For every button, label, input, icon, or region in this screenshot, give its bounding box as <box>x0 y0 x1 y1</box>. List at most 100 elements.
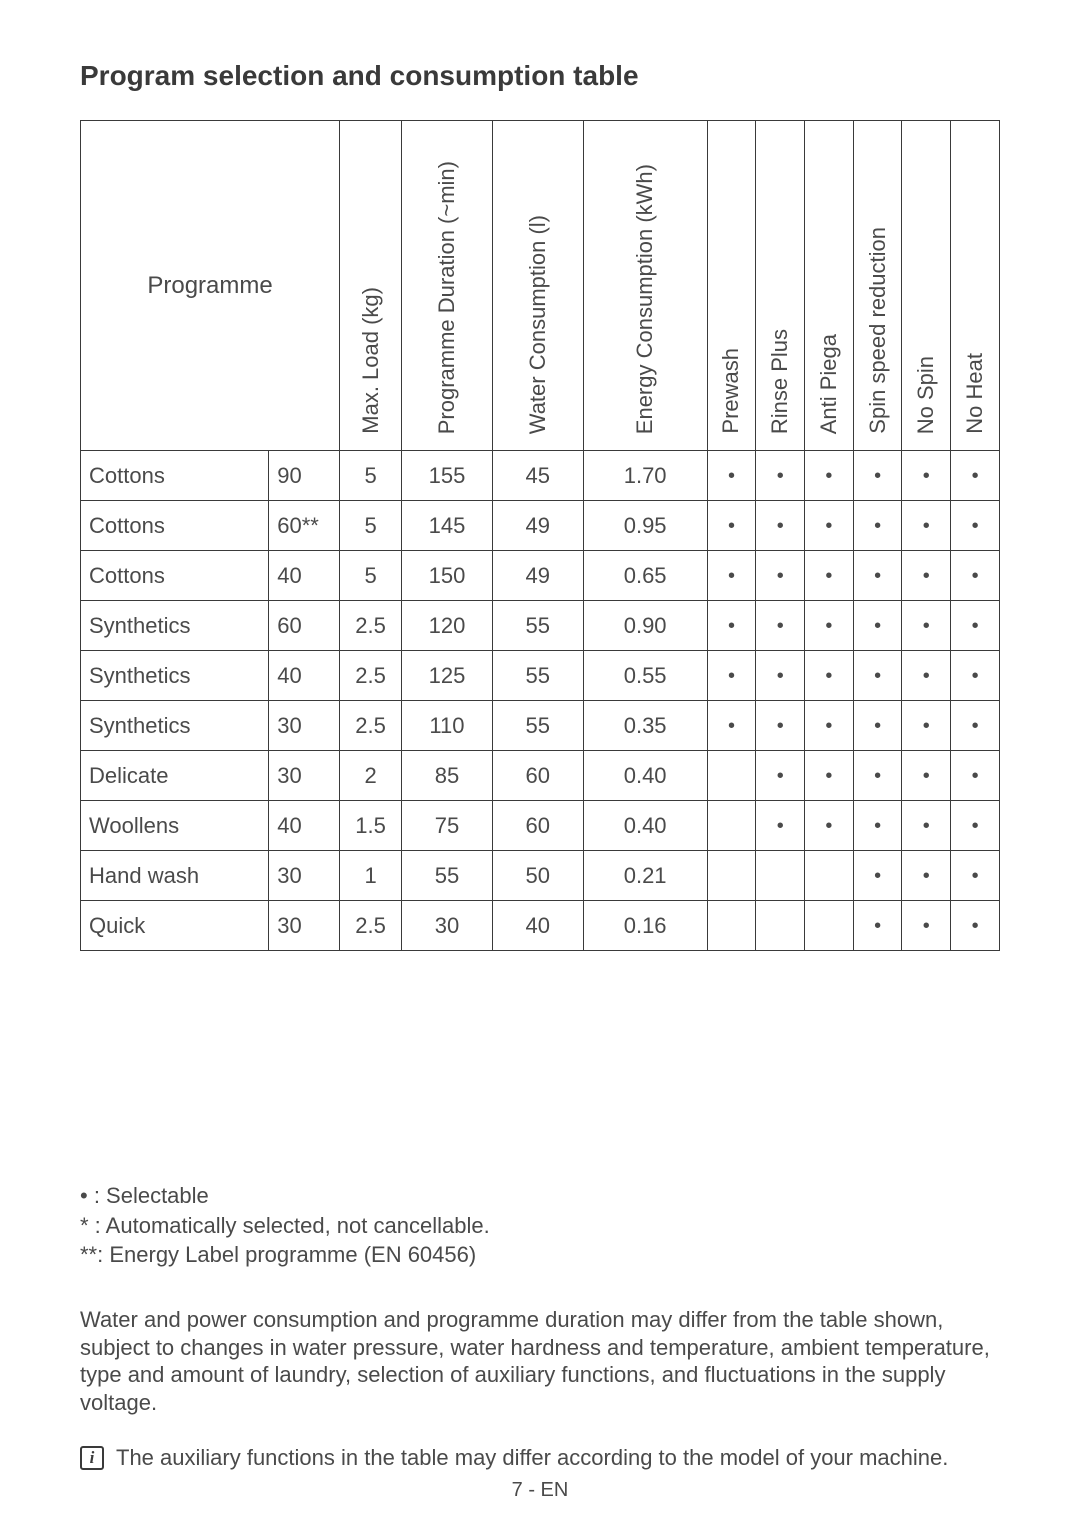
cell-anti-piega: • <box>805 601 854 651</box>
cell-prewash: • <box>707 501 756 551</box>
cell-energy: 0.16 <box>583 901 707 951</box>
cell-temp: 30 <box>269 901 340 951</box>
table-row: Cottons60**5145490.95•••••• <box>81 501 1000 551</box>
cell-duration: 125 <box>402 651 493 701</box>
col-max-load: Max. Load (kg) <box>340 121 402 451</box>
cell-spin-reduction: • <box>853 501 902 551</box>
cell-no-heat: • <box>951 701 1000 751</box>
cell-energy: 0.55 <box>583 651 707 701</box>
cell-no-heat: • <box>951 751 1000 801</box>
cell-spin-reduction: • <box>853 451 902 501</box>
cell-prewash <box>707 901 756 951</box>
cell-max-load: 2 <box>340 751 402 801</box>
cell-name: Cottons <box>81 501 269 551</box>
cell-water: 55 <box>492 601 583 651</box>
cell-energy: 0.95 <box>583 501 707 551</box>
col-no-heat: No Heat <box>951 121 1000 451</box>
table-row: Delicate30285600.40••••• <box>81 751 1000 801</box>
cell-duration: 150 <box>402 551 493 601</box>
col-anti-piega: Anti Piega <box>805 121 854 451</box>
cell-no-spin: • <box>902 451 951 501</box>
cell-max-load: 2.5 <box>340 901 402 951</box>
consumption-table: Programme Max. Load (kg) Programme Durat… <box>80 120 1000 951</box>
cell-duration: 110 <box>402 701 493 751</box>
cell-temp: 40 <box>269 801 340 851</box>
cell-no-heat: • <box>951 901 1000 951</box>
cell-temp: 30 <box>269 751 340 801</box>
cell-water: 45 <box>492 451 583 501</box>
cell-max-load: 1 <box>340 851 402 901</box>
cell-water: 55 <box>492 651 583 701</box>
cell-name: Synthetics <box>81 601 269 651</box>
cell-anti-piega <box>805 901 854 951</box>
cell-anti-piega <box>805 851 854 901</box>
cell-energy: 0.40 <box>583 751 707 801</box>
cell-temp: 40 <box>269 551 340 601</box>
cell-rinse-plus: • <box>756 601 805 651</box>
cell-prewash: • <box>707 601 756 651</box>
cell-spin-reduction: • <box>853 601 902 651</box>
cell-no-heat: • <box>951 551 1000 601</box>
col-prewash: Prewash <box>707 121 756 451</box>
cell-rinse-plus <box>756 901 805 951</box>
cell-prewash <box>707 851 756 901</box>
cell-energy: 0.65 <box>583 551 707 601</box>
cell-no-spin: • <box>902 751 951 801</box>
cell-no-heat: • <box>951 801 1000 851</box>
cell-rinse-plus: • <box>756 801 805 851</box>
cell-no-heat: • <box>951 501 1000 551</box>
table-row: Synthetics402.5125550.55•••••• <box>81 651 1000 701</box>
table-row: Cottons905155451.70•••••• <box>81 451 1000 501</box>
cell-rinse-plus <box>756 851 805 901</box>
cell-spin-reduction: • <box>853 851 902 901</box>
cell-temp: 30 <box>269 701 340 751</box>
cell-name: Synthetics <box>81 701 269 751</box>
cell-water: 49 <box>492 551 583 601</box>
cell-anti-piega: • <box>805 801 854 851</box>
cell-prewash: • <box>707 551 756 601</box>
page-number: 7 - EN <box>0 1479 1080 1502</box>
cell-no-heat: • <box>951 851 1000 901</box>
cell-anti-piega: • <box>805 501 854 551</box>
cell-max-load: 5 <box>340 551 402 601</box>
cell-spin-reduction: • <box>853 901 902 951</box>
cell-energy: 0.35 <box>583 701 707 751</box>
cell-water: 50 <box>492 851 583 901</box>
cell-rinse-plus: • <box>756 701 805 751</box>
cell-water: 60 <box>492 801 583 851</box>
cell-no-spin: • <box>902 651 951 701</box>
cell-temp: 30 <box>269 851 340 901</box>
cell-temp: 90 <box>269 451 340 501</box>
consumption-note: Water and power consumption and programm… <box>80 1306 1000 1416</box>
table-row: Woollens401.575600.40••••• <box>81 801 1000 851</box>
cell-no-heat: • <box>951 451 1000 501</box>
cell-name: Synthetics <box>81 651 269 701</box>
cell-no-spin: • <box>902 551 951 601</box>
cell-name: Cottons <box>81 451 269 501</box>
col-rinse-plus: Rinse Plus <box>756 121 805 451</box>
cell-name: Woollens <box>81 801 269 851</box>
info-icon: i <box>80 1446 104 1470</box>
cell-spin-reduction: • <box>853 701 902 751</box>
cell-name: Hand wash <box>81 851 269 901</box>
cell-anti-piega: • <box>805 751 854 801</box>
table-row: Quick302.530400.16••• <box>81 901 1000 951</box>
cell-no-spin: • <box>902 601 951 651</box>
cell-no-spin: • <box>902 901 951 951</box>
cell-no-spin: • <box>902 501 951 551</box>
cell-max-load: 2.5 <box>340 601 402 651</box>
info-text: The auxiliary functions in the table may… <box>116 1444 948 1473</box>
col-no-spin: No Spin <box>902 121 951 451</box>
cell-temp: 60** <box>269 501 340 551</box>
table-row: Synthetics302.5110550.35•••••• <box>81 701 1000 751</box>
cell-no-heat: • <box>951 651 1000 701</box>
legend: • : Selectable * : Automatically selecte… <box>80 1181 1000 1270</box>
cell-spin-reduction: • <box>853 801 902 851</box>
cell-name: Delicate <box>81 751 269 801</box>
table-row: Hand wash30155500.21••• <box>81 851 1000 901</box>
cell-water: 55 <box>492 701 583 751</box>
cell-max-load: 2.5 <box>340 651 402 701</box>
table-row: Cottons405150490.65•••••• <box>81 551 1000 601</box>
cell-rinse-plus: • <box>756 751 805 801</box>
cell-rinse-plus: • <box>756 651 805 701</box>
